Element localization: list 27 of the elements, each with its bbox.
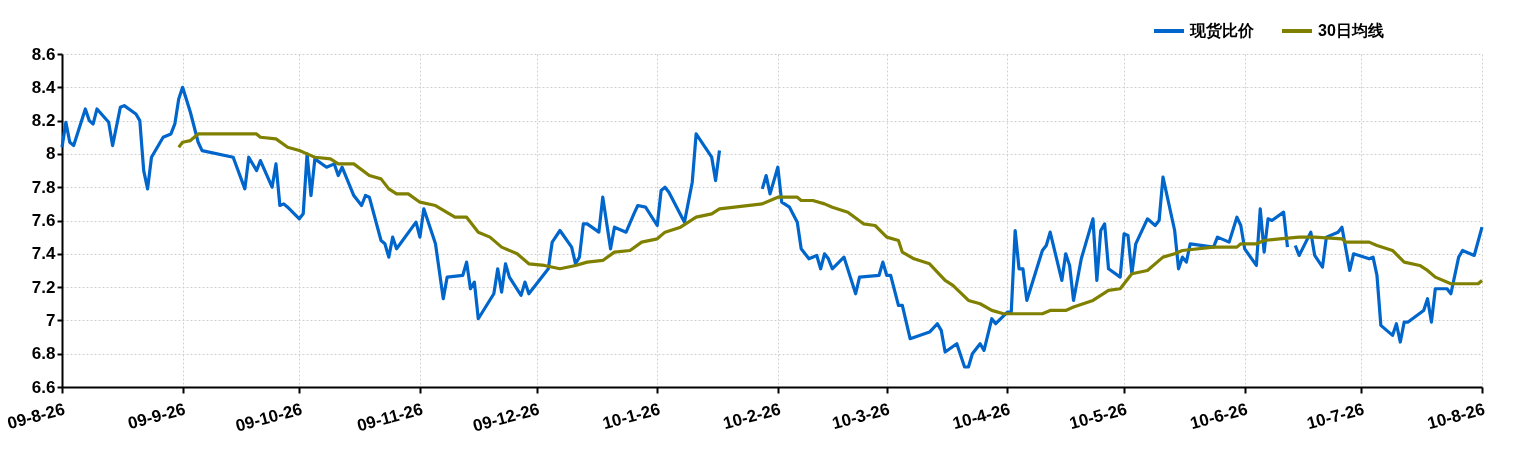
y-tick-label: 8 (46, 144, 56, 164)
x-tick-label: 10-4-26 (950, 399, 1013, 434)
y-tick-label: 8.2 (31, 111, 56, 131)
y-tick-label: 8.4 (31, 77, 57, 97)
x-tick-label: 10-2-26 (721, 399, 783, 434)
x-tick-label: 09-8-26 (5, 399, 67, 434)
x-tick-label: 10-3-26 (830, 399, 892, 434)
x-tick-label: 10-8-26 (1425, 399, 1487, 434)
x-tick-label: 09-10-26 (233, 399, 305, 436)
y-tick-label: 7 (46, 310, 56, 330)
y-tick-label: 6.8 (31, 344, 56, 364)
y-tick-label: 6.6 (31, 377, 56, 397)
y-tick-label: 8.6 (31, 44, 56, 64)
x-tick-label: 09-9-26 (125, 399, 188, 434)
x-tick-label: 10-6-26 (1188, 399, 1250, 434)
y-tick-label: 7.8 (31, 177, 56, 197)
x-tick-label: 09-11-26 (355, 399, 425, 436)
x-tick-label: 10-1-26 (600, 399, 663, 434)
x-tick-label: 10-7-26 (1304, 399, 1367, 434)
y-tick-label: 7.6 (31, 211, 56, 230)
x-tick-label: 09-12-26 (470, 399, 542, 436)
legend-label: 30日均线 (1318, 22, 1384, 39)
y-tick-label: 7.4 (31, 244, 57, 264)
x-tick-label: 10-5-26 (1067, 399, 1129, 434)
legend-label: 现货比价 (1189, 22, 1255, 40)
y-tick-label: 7.2 (31, 277, 56, 297)
line-series (177, 132, 1484, 316)
